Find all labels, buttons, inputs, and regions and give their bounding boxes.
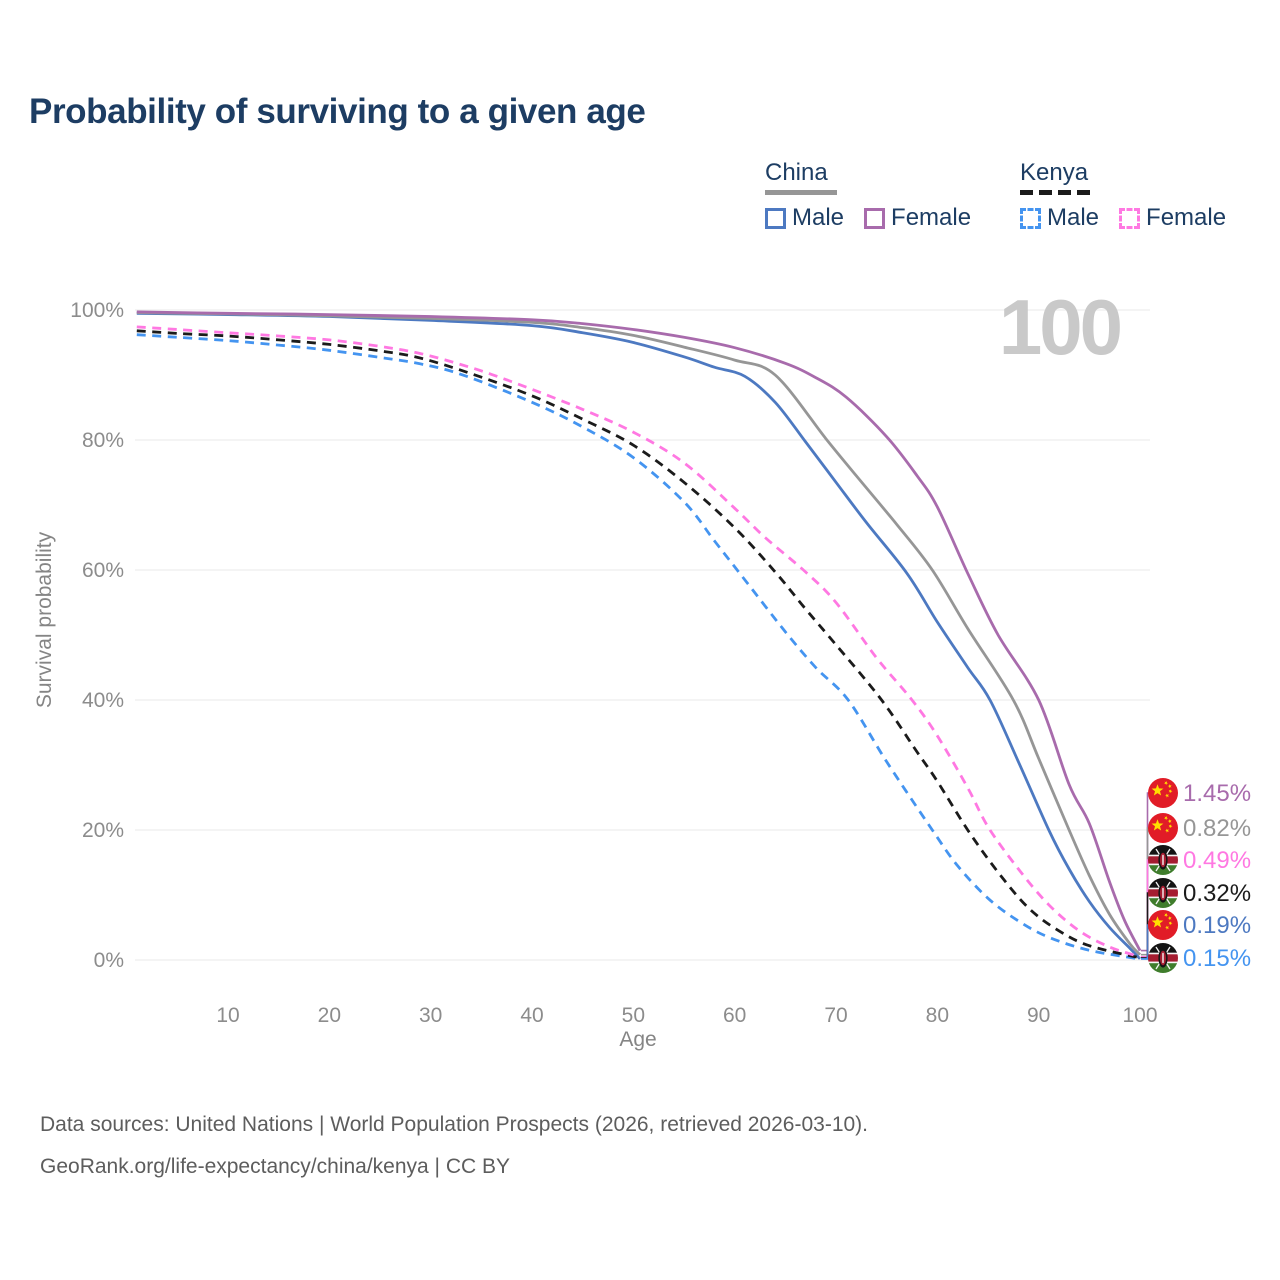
- shield-stripe: [1162, 854, 1164, 866]
- x-tick-label: 50: [622, 1004, 645, 1027]
- x-tick-label: 90: [1027, 1004, 1050, 1027]
- flag-star: [1151, 784, 1164, 796]
- flag-field: [1148, 813, 1178, 843]
- kenya-flag-icon: [1148, 943, 1178, 973]
- kenya-line-style-swatch: [1020, 190, 1092, 195]
- y-tick-label: 40%: [82, 689, 124, 712]
- flag-star-small: [1165, 793, 1170, 798]
- legend-item-china-male[interactable]: Male: [765, 204, 844, 232]
- shield-stripe: [1162, 887, 1164, 899]
- flag-star-small: [1168, 921, 1173, 926]
- series-line-china-female[interactable]: [136, 310, 1142, 952]
- flag-star-small: [1167, 916, 1172, 921]
- y-tick-label: 20%: [82, 819, 124, 842]
- legend-item-label: Male: [792, 204, 845, 231]
- legend-item-label: Male: [1047, 204, 1100, 231]
- legend-country-china[interactable]: China: [765, 159, 828, 186]
- y-tick-label: 60%: [82, 559, 124, 582]
- china-flag-icon: [1148, 778, 1178, 808]
- shield-stripe: [1162, 952, 1164, 964]
- data-sources-note: Data sources: United Nations | World Pop…: [40, 1113, 869, 1136]
- y-tick-label: 0%: [94, 949, 124, 972]
- china-female-swatch-icon: [864, 207, 886, 229]
- band-black: [1148, 845, 1178, 855]
- attribution-note: GeoRank.org/life-expectancy/china/kenya …: [40, 1155, 511, 1178]
- flag-bands: [1148, 845, 1178, 875]
- series-line-kenya-female[interactable]: [136, 325, 1141, 959]
- series-line-china-both-sexes[interactable]: [136, 311, 1142, 956]
- page-title: Probability of surviving to a given age: [29, 92, 646, 131]
- end-value-label: 0.82%: [1183, 815, 1251, 842]
- china-male-swatch-icon: [765, 207, 786, 229]
- legend-item-label: Female: [1146, 204, 1227, 231]
- china-flag-icon: [1148, 910, 1178, 940]
- flag-star-small: [1168, 824, 1173, 829]
- end-value-label: 0.19%: [1183, 912, 1251, 939]
- y-tick-label: 100%: [70, 299, 124, 322]
- kenya-flag-icon: [1148, 878, 1178, 908]
- legend-group-china: China Male Female: [765, 158, 971, 232]
- band-green: [1148, 898, 1178, 908]
- x-tick-label: 30: [419, 1004, 442, 1027]
- y-tick-label: 80%: [82, 429, 124, 452]
- footer: Data sources: United Nations | World Pop…: [40, 1104, 868, 1188]
- flag-star-small: [1164, 913, 1169, 918]
- flag-bands: [1148, 943, 1178, 973]
- series-line-kenya-both-sexes[interactable]: [136, 329, 1141, 960]
- legend-group-kenya: Kenya Male Female: [1020, 158, 1226, 232]
- flag-star-small: [1164, 781, 1169, 786]
- x-tick-label: 70: [824, 1004, 847, 1027]
- flag-star-small: [1165, 828, 1170, 833]
- series-line-kenya-male[interactable]: [136, 333, 1141, 961]
- end-value-label: 0.49%: [1183, 847, 1251, 874]
- flag-bands: [1148, 878, 1178, 908]
- flag-star: [1151, 916, 1164, 928]
- china-line-style-swatch: [765, 190, 837, 195]
- china-flag-icon: [1148, 813, 1178, 843]
- end-value-label: 0.32%: [1183, 880, 1251, 907]
- end-value-label: 1.45%: [1183, 780, 1251, 807]
- legend-item-kenya-female[interactable]: Female: [1119, 204, 1226, 232]
- kenya-male-swatch-icon: [1020, 207, 1041, 229]
- series-line-china-male[interactable]: [136, 311, 1142, 960]
- flag-star-small: [1168, 789, 1173, 794]
- flag-star: [1151, 819, 1164, 831]
- y-axis-title: Survival probability: [33, 531, 56, 709]
- legend-country-kenya[interactable]: Kenya: [1020, 159, 1089, 186]
- age-watermark: 100: [998, 283, 1123, 371]
- kenya-flag-icon: [1148, 845, 1178, 875]
- band-green: [1148, 865, 1178, 875]
- end-label-connector: [1141, 859, 1151, 958]
- band-black: [1148, 878, 1178, 888]
- band-green: [1148, 963, 1178, 973]
- end-value-label: 0.15%: [1183, 945, 1251, 972]
- legend-item-china-female[interactable]: Female: [864, 204, 971, 232]
- flag-star-small: [1164, 816, 1169, 821]
- flag-star-small: [1167, 784, 1172, 789]
- x-tick-label: 40: [520, 1004, 543, 1027]
- x-tick-label: 60: [723, 1004, 746, 1027]
- x-tick-label: 10: [216, 1004, 239, 1027]
- x-tick-label: 20: [318, 1004, 341, 1027]
- legend-item-label: Female: [891, 204, 972, 231]
- legend-item-kenya-male[interactable]: Male: [1020, 204, 1099, 232]
- flag-star-small: [1165, 925, 1170, 930]
- flag-field: [1148, 778, 1178, 808]
- flag-star-small: [1167, 819, 1172, 824]
- x-axis-title: Age: [619, 1028, 657, 1051]
- flag-field: [1148, 910, 1178, 940]
- band-black: [1148, 943, 1178, 953]
- kenya-female-swatch-icon: [1119, 207, 1141, 229]
- x-tick-label: 80: [926, 1004, 949, 1027]
- x-tick-label: 100: [1122, 1004, 1157, 1027]
